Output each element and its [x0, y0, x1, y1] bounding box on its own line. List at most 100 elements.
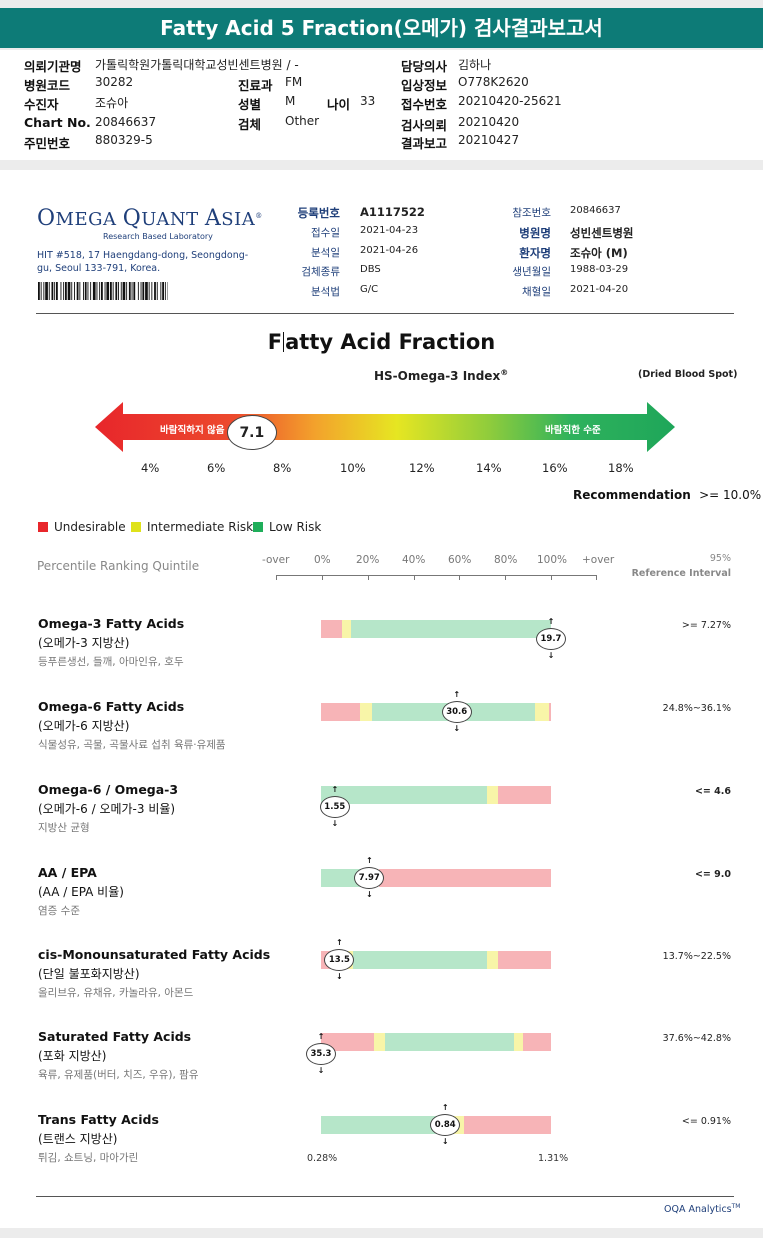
requesting-institution-value: 가톨릭학원가톨릭대학교성빈센트병원 / -: [95, 58, 299, 72]
lab-address: HIT #518, 17 Haengdang-dong, Seongdong-g…: [37, 250, 249, 274]
age-value: 33: [360, 94, 376, 108]
result-report-value: 20210427: [458, 133, 520, 147]
result-korean-name: (오메가-6 / 오메가-3 비율): [38, 802, 176, 816]
patient-info-panel: 의뢰기관명 가톨릭학원가톨릭대학교성빈센트병원 / - 병원코드 30282 수…: [0, 50, 763, 160]
meta-left-label: 분석일: [311, 247, 340, 259]
lab-report: OMEGA QUANT ASIA® Research Based Laborat…: [0, 170, 763, 1228]
range-segment-yellow: [514, 1033, 524, 1051]
meta-right-label: 생년월일: [512, 266, 551, 278]
result-title: cis-Monounsaturated Fatty Acids: [38, 947, 271, 962]
result-range-bar: [321, 1033, 551, 1051]
result-food-sources: 튀김, 쇼트닝, 마아가린: [38, 1152, 139, 1164]
text-cursor: [283, 332, 285, 352]
result-reference-interval: <= 9.0: [694, 869, 731, 880]
requesting-institution-label: 의뢰기관명: [24, 59, 82, 74]
department-label: 진료과: [238, 78, 273, 93]
trans-scale-min: 0.28%: [307, 1153, 338, 1164]
result-food-sources: 등푸른생선, 들깨, 아마인유, 호두: [38, 656, 184, 668]
patient-label: 수진자: [24, 97, 59, 112]
meta-right-label: 병원명: [519, 226, 551, 240]
hs-tick-label: 6%: [207, 461, 226, 475]
meta-left-value: 2021-04-26: [360, 245, 419, 256]
barcode: [38, 282, 168, 300]
department-value: FM: [285, 75, 303, 89]
sex-value: M: [285, 94, 296, 108]
result-food-sources: 염증 수준: [38, 905, 80, 917]
hs-tick-label: 10%: [340, 461, 366, 475]
result-food-sources: 육류, 유제품(버터, 치즈, 우유), 팜유: [38, 1069, 199, 1081]
result-reference-interval: 13.7%~22.5%: [662, 951, 731, 962]
result-title: Trans Fatty Acids: [38, 1112, 159, 1127]
green-swatch: [253, 522, 263, 532]
hs-tick-label: 4%: [141, 461, 160, 475]
result-title: Omega-3 Fatty Acids: [38, 616, 185, 631]
result-korean-name: (트랜스 지방산): [38, 1132, 118, 1146]
result-food-sources: 올리브유, 유채유, 카놀라유, 아몬드: [38, 987, 194, 999]
receipt-no-label: 접수번호: [401, 97, 448, 112]
result-title: Omega-6 / Omega-3: [38, 782, 179, 797]
range-segment-green: [353, 951, 487, 969]
test-request-label: 검사의뢰: [401, 118, 448, 133]
red-swatch: [38, 522, 48, 532]
meta-right-value: 2021-04-20: [570, 284, 629, 295]
meta-left-value: G/C: [360, 284, 379, 295]
percentile-scale-label: -over: [262, 554, 290, 566]
result-range-bar: [321, 786, 551, 804]
result-value-marker: 13.5: [324, 938, 355, 982]
result-korean-name: (오메가-3 지방산): [38, 636, 130, 650]
hs-tick-label: 18%: [608, 461, 634, 475]
legend-low-risk: Low Risk: [253, 520, 321, 534]
meta-left-label: 접수일: [311, 227, 340, 239]
range-segment-yellow: [486, 951, 499, 969]
result-korean-name: (단일 불포화지방산): [38, 967, 140, 981]
hs-tick-label: 14%: [476, 461, 502, 475]
meta-right-value: 성빈센트병원: [570, 226, 634, 240]
sample-type-label: (Dried Blood Spot): [638, 369, 738, 380]
report-title: Fatty Acid 5 Fraction(오메가) 검사결과보고서: [0, 8, 763, 48]
range-segment-yellow: [341, 620, 351, 638]
range-segment-green: [350, 620, 551, 638]
range-segment-red: [378, 869, 551, 887]
result-value-marker: 1.55: [319, 785, 350, 829]
range-segment-red: [548, 703, 551, 721]
percentile-scale-tick: [414, 575, 415, 580]
chart-no-label: Chart No.: [24, 115, 91, 130]
recommendation: Recommendation >= 10.0%: [573, 488, 762, 502]
percentile-scale-line: [276, 575, 596, 576]
percentile-scale-label: 0%: [314, 554, 331, 566]
percentile-scale-label: 40%: [402, 554, 426, 566]
doctor-label: 담당의사: [401, 59, 448, 74]
meta-right-label: 환자명: [519, 246, 551, 260]
range-segment-red: [321, 703, 361, 721]
meta-left-value: DBS: [360, 264, 381, 275]
result-value-marker: 19.7: [536, 617, 566, 661]
range-segment-yellow: [360, 703, 372, 721]
percentile-scale-tick: [276, 575, 277, 580]
desirable-level-label: 바람직한 수준: [545, 425, 601, 436]
result-reference-interval: <= 4.6: [694, 786, 731, 797]
result-range-bar: [321, 620, 551, 638]
result-reference-interval: <= 0.91%: [681, 1116, 731, 1127]
footer-divider: [36, 1196, 734, 1197]
result-value-marker: 7.97: [354, 856, 385, 900]
result-value-marker: 35.3: [306, 1032, 336, 1076]
result-value-marker: 30.6: [441, 690, 472, 734]
legend-intermediate: Intermediate Risk: [131, 520, 253, 534]
age-label: 나이: [327, 97, 351, 112]
result-value-marker: 0.84: [430, 1103, 461, 1147]
meta-right-value: 조슈아 (M): [570, 246, 628, 260]
clinical-info-label: 입상정보: [401, 78, 448, 93]
percentile-scale-tick: [459, 575, 460, 580]
legend-undesirable: Undesirable: [38, 520, 126, 534]
specimen-label: 검체: [238, 117, 262, 132]
meta-right-value: 20846637: [570, 205, 621, 216]
yellow-swatch: [131, 522, 141, 532]
result-title: Saturated Fatty Acids: [38, 1029, 192, 1044]
result-title: AA / EPA: [38, 865, 97, 880]
percentile-scale-tick: [551, 575, 552, 580]
percentile-scale-label: 20%: [356, 554, 380, 566]
percentile-ranking-label: Percentile Ranking Quintile: [37, 559, 200, 573]
percentile-scale-label: 80%: [494, 554, 518, 566]
